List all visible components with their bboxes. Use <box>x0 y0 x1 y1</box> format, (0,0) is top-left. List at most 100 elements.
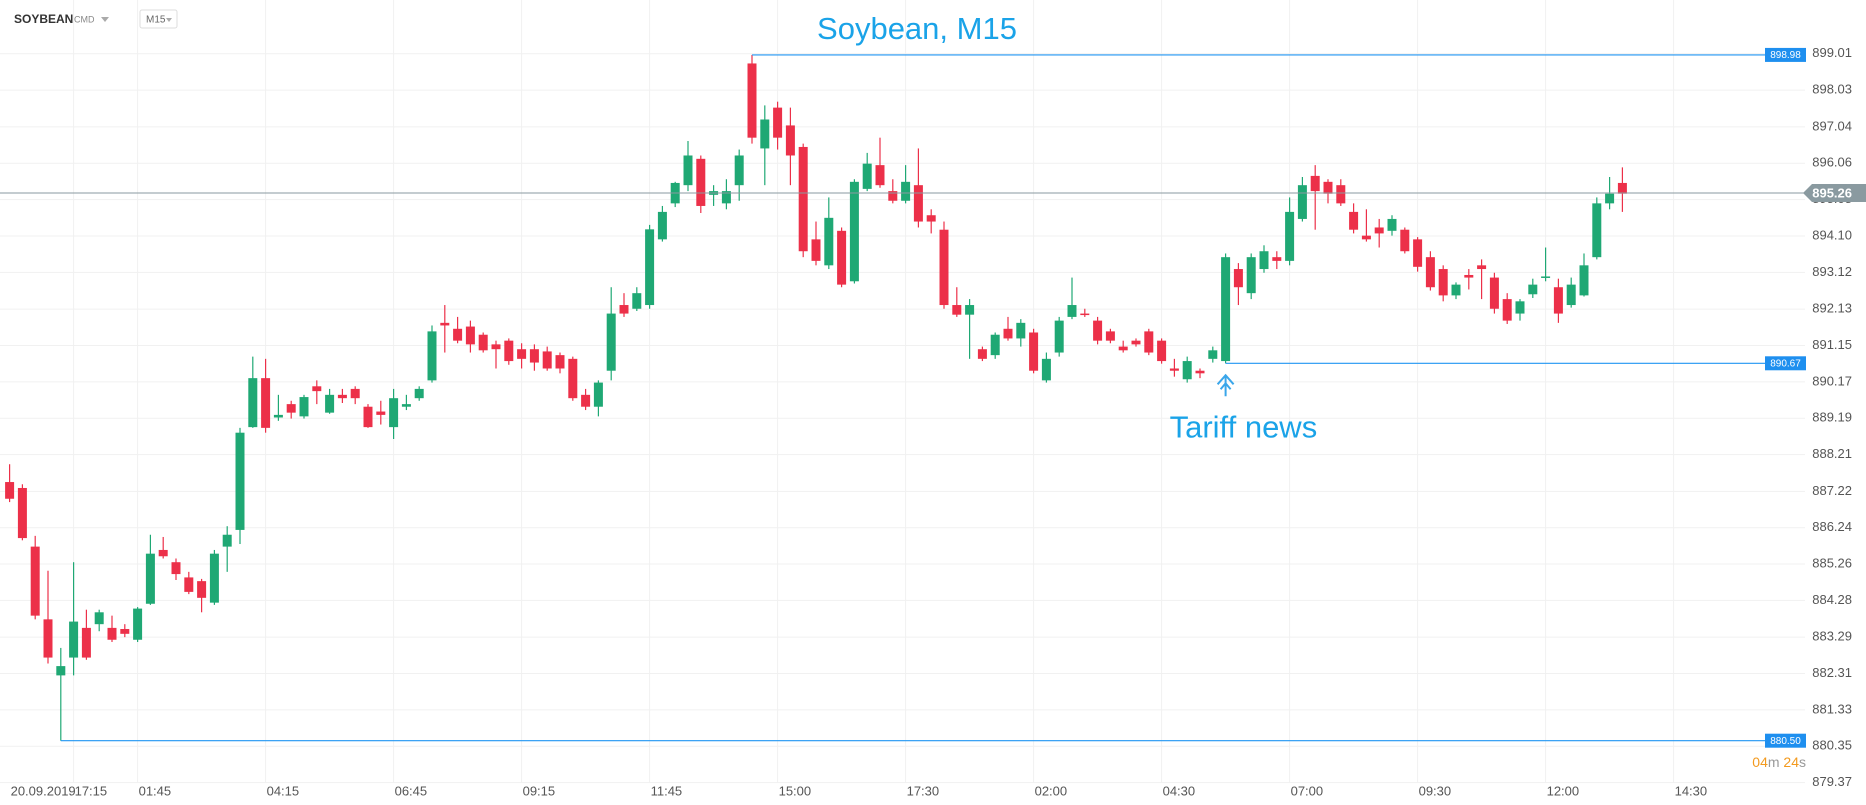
candle-body <box>645 229 655 306</box>
candle-body <box>1515 301 1525 314</box>
candle-body <box>1259 251 1269 270</box>
candle-body <box>977 349 987 359</box>
candle-body <box>1336 185 1346 204</box>
candle-body <box>1246 257 1256 294</box>
candle-body <box>760 119 770 149</box>
y-tick-label: 883.29 <box>1812 629 1852 644</box>
y-tick-label: 894.10 <box>1812 227 1852 242</box>
candle-body <box>248 378 258 428</box>
candles <box>5 54 1627 741</box>
y-tick-label: 893.12 <box>1812 264 1852 279</box>
candle-body <box>158 549 168 557</box>
candle-body <box>299 397 309 417</box>
level-label: 890.67 <box>1770 358 1801 369</box>
candle-body <box>209 553 219 603</box>
candle-body <box>619 305 629 314</box>
y-tick-label: 879.37 <box>1812 774 1852 789</box>
candle-body <box>453 328 463 341</box>
y-tick-label: 889.19 <box>1812 410 1852 425</box>
y-tick-label: 881.33 <box>1812 701 1852 716</box>
candle-body <box>1285 211 1295 261</box>
candle-body <box>1413 239 1423 267</box>
candle-body <box>1208 350 1218 359</box>
candle-body <box>5 482 15 499</box>
candle-body <box>926 215 936 222</box>
x-tick-label: 20.09.2019 <box>11 783 76 798</box>
candle-body <box>1195 370 1205 374</box>
candle-body <box>312 386 322 392</box>
candle-body <box>1233 269 1243 288</box>
candle-body <box>286 404 296 413</box>
candle-body <box>414 388 424 399</box>
candle-body <box>785 125 795 156</box>
grid <box>0 0 1805 784</box>
y-tick-label: 884.28 <box>1812 592 1852 607</box>
candle-body <box>990 334 1000 356</box>
candle-body <box>773 107 783 138</box>
candle-body <box>1003 328 1013 339</box>
candle-body <box>43 619 53 658</box>
y-tick-label: 882.31 <box>1812 665 1852 680</box>
candle-body <box>1080 313 1090 316</box>
candle-body <box>261 378 271 428</box>
candle-body <box>1118 346 1128 351</box>
candle-body <box>1400 229 1410 252</box>
candle-body <box>1067 305 1077 317</box>
candle-body <box>1553 287 1563 314</box>
candle-body <box>1566 284 1576 306</box>
candle-body <box>1272 257 1282 261</box>
level-label: 880.50 <box>1770 736 1801 747</box>
level-label: 898.98 <box>1770 50 1801 61</box>
dropdown-caret[interactable] <box>101 17 109 22</box>
candle-body <box>939 229 949 306</box>
candle-body <box>1029 332 1039 371</box>
x-tick-label: 14:30 <box>1675 783 1708 798</box>
candle-body <box>1349 211 1359 230</box>
candle-body <box>401 404 411 407</box>
y-tick-label: 896.06 <box>1812 155 1852 170</box>
candle-body <box>1605 193 1615 204</box>
candle-body <box>1374 227 1384 234</box>
y-tick-label: 887.22 <box>1812 483 1852 498</box>
countdown-part: m <box>1768 754 1784 770</box>
candle-body <box>1157 340 1167 362</box>
candle-body <box>1297 185 1307 219</box>
x-tick-label: 17:30 <box>907 783 940 798</box>
candle-body <box>632 293 642 309</box>
candle-body <box>81 627 91 658</box>
candle-body <box>683 155 693 186</box>
countdown-part: s <box>1799 754 1806 770</box>
candle-body <box>824 217 834 266</box>
candle-body <box>529 349 539 363</box>
x-tick-label: 12:00 <box>1547 783 1580 798</box>
candle-body <box>1361 235 1371 240</box>
candle-body <box>337 394 347 399</box>
candle-body <box>837 230 847 285</box>
candle-body <box>1105 331 1115 341</box>
x-tick-label: 04:30 <box>1163 783 1196 798</box>
candle-body <box>1438 269 1448 296</box>
candle-body <box>606 313 616 371</box>
current-price-label: 895.26 <box>1812 185 1852 200</box>
candle-body <box>1131 340 1141 345</box>
x-tick-label: 06:45 <box>395 783 428 798</box>
candle-body <box>1502 299 1512 321</box>
candle-body <box>376 411 386 415</box>
x-tick-label: 01:45 <box>139 783 172 798</box>
timeframe[interactable]: M15 <box>146 15 166 26</box>
candle-body <box>94 612 104 625</box>
candle-body <box>593 382 603 407</box>
candle-body <box>1528 284 1538 295</box>
countdown-part: 24 <box>1783 754 1799 770</box>
candle-body <box>913 185 923 222</box>
candle-body <box>555 355 565 369</box>
candle-body <box>1093 320 1103 341</box>
timeframe-box[interactable] <box>139 9 178 29</box>
y-tick-label: 890.17 <box>1812 373 1852 388</box>
candle-body <box>888 191 898 201</box>
market: CMD <box>74 14 95 24</box>
candle-body <box>1144 331 1154 353</box>
candle-body <box>465 326 475 345</box>
candle-body <box>581 394 591 407</box>
